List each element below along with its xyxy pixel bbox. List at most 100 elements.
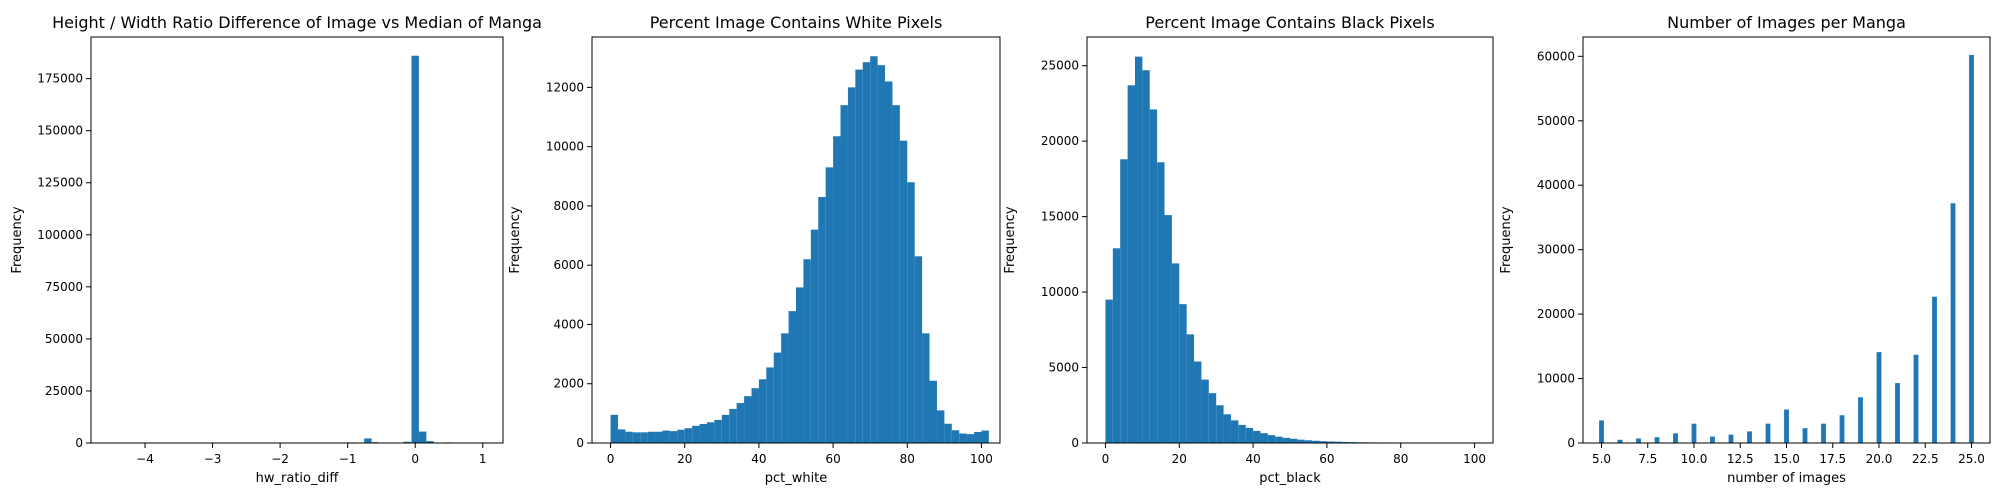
chart-images-per-manga: 5.0 7.5 10.0 12.5 15.0 17.5 20.0 22.5 25.0 0 10000…	[1499, 13, 1991, 486]
histogram-bar	[1127, 85, 1135, 444]
histogram-bar	[744, 396, 752, 443]
pct-white-bars	[610, 56, 989, 444]
histogram-bar	[1326, 441, 1335, 443]
histogram-bar	[1290, 438, 1298, 443]
histogram-bar	[662, 430, 670, 443]
histogram-bar	[936, 410, 945, 443]
histogram-bar	[1839, 415, 1845, 443]
histogram-bar	[1186, 334, 1195, 443]
histogram-bar	[773, 352, 782, 443]
histogram-bar	[1157, 162, 1165, 443]
x-tick-label: 15.0	[1773, 452, 1800, 466]
x-tick-label: 0	[1102, 452, 1110, 466]
histogram-bar	[855, 69, 863, 443]
histogram-bar	[1304, 440, 1313, 443]
histogram-bar	[1765, 423, 1771, 443]
y-axis-label: Frequency	[1499, 206, 1514, 273]
histogram-bar	[751, 388, 759, 443]
histogram-bar	[1858, 397, 1863, 443]
histogram-bar	[1334, 441, 1342, 443]
y-tick-label: 0	[576, 436, 584, 450]
histogram-bar	[1230, 420, 1239, 443]
y-tick-label: 25000	[1041, 59, 1079, 73]
x-tick-label: 100	[1463, 452, 1486, 466]
histogram-bar	[1223, 414, 1231, 443]
chart-title: Percent Image Contains Black Pixels	[1145, 13, 1434, 32]
x-tick-label: 20.0	[1866, 452, 1893, 466]
x-tick-label: 100	[970, 452, 993, 466]
y-tick-label: 20000	[1041, 134, 1079, 148]
histogram-bar	[1112, 248, 1121, 443]
histogram-bar	[1267, 435, 1276, 443]
histogram-bar	[1208, 393, 1217, 443]
y-tick-label: 6000	[553, 258, 584, 272]
plot-frame	[1582, 36, 1991, 444]
x-tick-label: 7.5	[1638, 452, 1657, 466]
histogram-bar	[1297, 439, 1305, 443]
histogram-bar	[1149, 109, 1158, 443]
histogram-bar	[1194, 361, 1202, 443]
y-tick-label: 20000	[1537, 307, 1575, 321]
histogram-bar	[714, 419, 722, 443]
histogram-bar	[692, 425, 700, 443]
y-tick-label: 40000	[1537, 178, 1575, 192]
histogram-bar	[1895, 383, 1900, 443]
histogram-bar	[1784, 409, 1789, 443]
plot-frame	[1086, 36, 1494, 444]
chart-hw-ratio-diff: −4 −3 −2 −1 0 1 0 25000 50000 75000 100000 125000 15…	[10, 13, 542, 486]
histogram-bar	[1654, 437, 1660, 443]
histogram-bar	[721, 414, 730, 443]
y-tick-label: 0	[1071, 436, 1079, 450]
histogram-bar	[944, 423, 952, 443]
y-tick-label: 175000	[37, 72, 83, 86]
histogram-bar	[1341, 441, 1350, 443]
x-tick-label: 0	[411, 452, 419, 466]
histogram-bar	[981, 430, 989, 443]
y-tick-label: 10000	[546, 140, 584, 154]
histogram-bar	[825, 167, 834, 443]
y-tick-label: 8000	[553, 199, 584, 213]
y-tick-label: 0	[75, 436, 83, 450]
histogram-bar	[625, 431, 633, 443]
x-tick-label: 40	[751, 452, 766, 466]
x-tick-label: 17.5	[1819, 452, 1846, 466]
x-tick-label: 1	[479, 452, 487, 466]
x-tick-label: 40	[1245, 452, 1260, 466]
histogram-bar	[1932, 296, 1937, 443]
histogram-bar	[729, 408, 737, 443]
histogram-bar	[1969, 55, 1974, 443]
histogram-bar	[1617, 439, 1623, 443]
histogram-bar	[426, 441, 434, 443]
y-axis-label: Frequency	[1003, 206, 1018, 273]
histogram-bar	[1253, 430, 1261, 443]
histogram-bar	[411, 55, 419, 444]
histogram-bar	[1142, 70, 1150, 443]
histogram-bar	[1691, 423, 1697, 443]
x-tick-label: −3	[204, 452, 222, 466]
histogram-bar	[1913, 354, 1919, 443]
y-tick-label: 4000	[553, 317, 584, 331]
chart-pct-white: 0 20 40 60 80 100 0 2000 4000 6000 8000 10000 12000 P…	[508, 13, 1001, 486]
images-per-manga-bars	[1599, 55, 1974, 443]
histogram-bar	[951, 430, 960, 443]
histogram-bar	[699, 424, 707, 443]
y-tick-label: 15000	[1041, 210, 1079, 224]
y-tick-label: 10000	[1537, 372, 1575, 386]
histogram-bar	[1179, 304, 1187, 443]
histogram-bar	[1134, 56, 1143, 444]
histogram-bar	[885, 81, 893, 443]
y-tick-label: 50000	[45, 332, 83, 346]
histogram-bar	[1821, 423, 1826, 443]
chart-pct-black: 0 20 40 60 80 100 0 5000 10000 15000 20000 25000 Per…	[1003, 13, 1494, 486]
histogram-bar	[892, 105, 900, 443]
y-tick-label: 25000	[45, 384, 83, 398]
histogram-bar	[862, 62, 871, 443]
histogram-bar	[966, 434, 975, 443]
y-tick-label: 75000	[45, 280, 83, 294]
y-tick-label: 30000	[1537, 243, 1575, 257]
y-tick-label: 10000	[1041, 285, 1079, 299]
y-tick-label: 60000	[1537, 49, 1575, 63]
histogram-bar	[1710, 436, 1715, 443]
histogram-bar	[640, 432, 648, 443]
